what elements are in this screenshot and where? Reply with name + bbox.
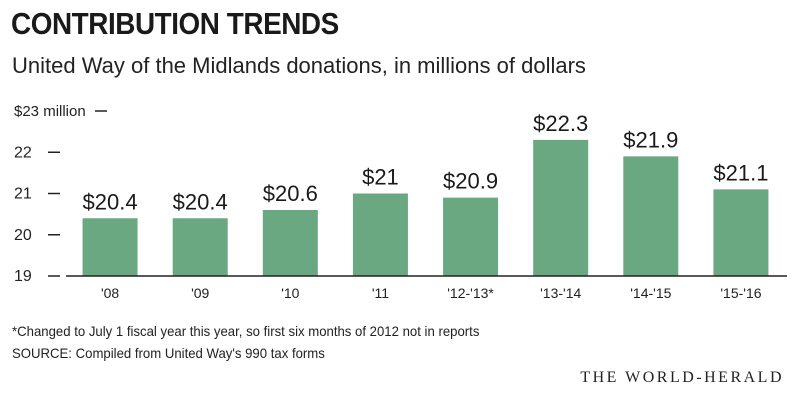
bar (352, 193, 408, 276)
y-tick-label: 20 (14, 227, 32, 244)
value-label: $20.6 (263, 181, 318, 206)
category-label: '10 (281, 285, 299, 301)
source-note: SOURCE: Compiled from United Way's 990 t… (12, 345, 325, 361)
y-tick-label: 22 (14, 144, 32, 161)
category-label: '14-'15 (630, 285, 671, 301)
publisher-logo: THE WORLD-HERALD (580, 369, 784, 386)
value-label: $20.9 (443, 169, 498, 194)
chart-title: CONTRIBUTION TRENDS (11, 6, 339, 41)
bar (443, 197, 499, 276)
bar (533, 139, 589, 276)
category-label: '08 (101, 285, 119, 301)
category-label: '15-'16 (720, 285, 761, 301)
category-label: '11 (372, 285, 389, 301)
value-label: $21 (362, 165, 399, 190)
value-label: $20.4 (83, 189, 138, 214)
bar (262, 210, 318, 276)
category-label: '09 (191, 285, 209, 301)
y-tick-label: 19 (14, 268, 32, 285)
y-tick-label: $23 million (14, 103, 86, 120)
bar (713, 189, 769, 276)
bar (172, 218, 228, 276)
category-label: '13-'14 (540, 285, 581, 301)
value-label: $20.4 (173, 189, 228, 214)
bar (623, 156, 679, 276)
value-label: $22.3 (533, 111, 588, 136)
y-tick-label: 21 (14, 186, 32, 203)
category-label: '12-'13* (447, 285, 494, 301)
bar-chart: 19 20 21 22 $23 million $20.4 '08 $20.4 '09 $20.6… (14, 103, 787, 301)
bar (82, 218, 138, 276)
footnote: *Changed to July 1 fiscal year this year… (12, 323, 480, 339)
value-label: $21.1 (713, 160, 768, 185)
value-label: $21.9 (623, 127, 678, 152)
chart-subtitle: United Way of the Midlands donations, in… (12, 53, 586, 78)
